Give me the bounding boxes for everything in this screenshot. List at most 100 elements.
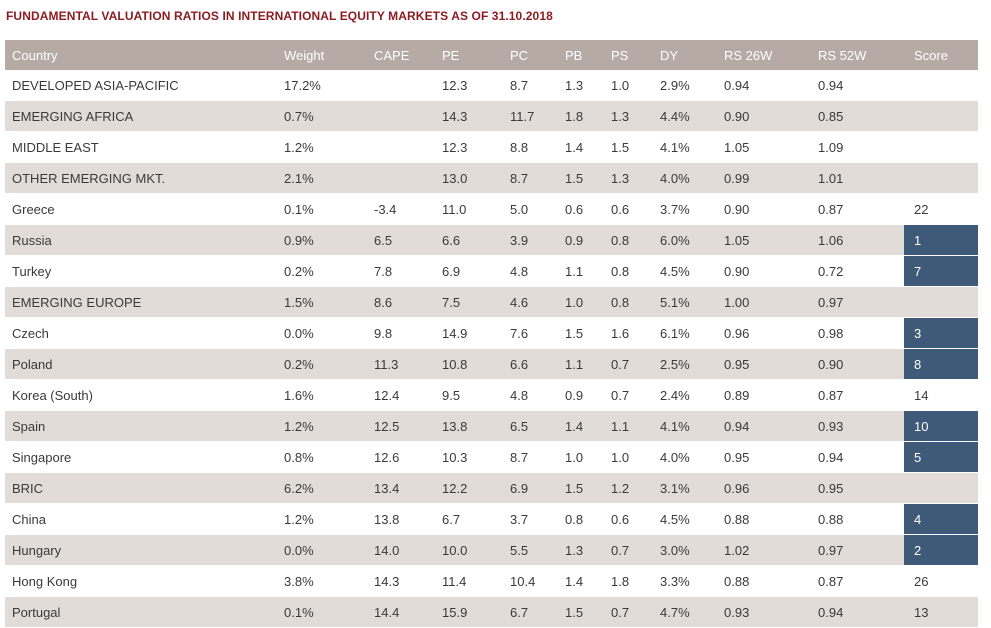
cell-dy: 3.0% bbox=[660, 534, 724, 566]
cell-cape: -3.4 bbox=[374, 193, 442, 225]
cell-pe: 6.9 bbox=[442, 255, 510, 287]
cell-dy: 4.1% bbox=[660, 410, 724, 442]
cell-pb: 0.9 bbox=[565, 224, 611, 256]
cell-pb: 1.4 bbox=[565, 410, 611, 442]
cell-ps: 0.8 bbox=[611, 255, 660, 287]
table-row: Poland 0.2% 11.3 10.8 6.6 1.1 0.7 2.5% 0.95 0.90 8 bbox=[5, 348, 978, 380]
cell-rs-26w: 1.05 bbox=[724, 224, 818, 256]
cell-country: Czech bbox=[5, 317, 284, 349]
column-header-pb: PB bbox=[565, 40, 611, 70]
cell-rs-26w: 0.99 bbox=[724, 162, 818, 194]
cell-cape: 14.3 bbox=[374, 565, 442, 597]
cell-rs-26w: 1.02 bbox=[724, 534, 818, 566]
cell-rs-26w: 0.94 bbox=[724, 410, 818, 442]
cell-dy: 4.5% bbox=[660, 503, 724, 535]
cell-ps: 1.2 bbox=[611, 472, 660, 504]
cell-cape: 13.8 bbox=[374, 503, 442, 535]
cell-country: Singapore bbox=[5, 441, 284, 473]
table-row: EMERGING AFRICA 0.7% 14.3 11.7 1.8 1.3 4.4% 0.9… bbox=[5, 100, 978, 132]
cell-country: Korea (South) bbox=[5, 379, 284, 411]
cell-weight: 0.1% bbox=[284, 193, 374, 225]
cell-rs-52w: 0.97 bbox=[818, 534, 904, 566]
cell-cape bbox=[374, 162, 442, 194]
cell-ps: 1.8 bbox=[611, 565, 660, 597]
cell-weight: 2.1% bbox=[284, 162, 374, 194]
cell-pb: 1.0 bbox=[565, 441, 611, 473]
cell-rs-52w: 0.85 bbox=[818, 100, 904, 132]
cell-score: 8 bbox=[904, 348, 978, 380]
cell-weight: 0.1% bbox=[284, 596, 374, 628]
cell-dy: 6.0% bbox=[660, 224, 724, 256]
table-row: OTHER EMERGING MKT. 2.1% 13.0 8.7 1.5 1.3 4.0%… bbox=[5, 162, 978, 194]
cell-weight: 0.8% bbox=[284, 441, 374, 473]
cell-score bbox=[904, 100, 978, 132]
cell-pb: 1.4 bbox=[565, 131, 611, 163]
cell-pb: 1.5 bbox=[565, 317, 611, 349]
table-row: Hungary 0.0% 14.0 10.0 5.5 1.3 0.7 3.0% 1.02 0.97… bbox=[5, 534, 978, 566]
cell-dy: 2.5% bbox=[660, 348, 724, 380]
cell-cape bbox=[374, 131, 442, 163]
cell-cape bbox=[374, 100, 442, 132]
cell-weight: 1.2% bbox=[284, 131, 374, 163]
cell-country: DEVELOPED ASIA-PACIFIC bbox=[5, 70, 284, 101]
cell-pe: 6.6 bbox=[442, 224, 510, 256]
cell-cape: 9.8 bbox=[374, 317, 442, 349]
cell-cape: 12.4 bbox=[374, 379, 442, 411]
column-header-pc: PC bbox=[510, 40, 565, 70]
cell-country: Greece bbox=[5, 193, 284, 225]
cell-country: OTHER EMERGING MKT. bbox=[5, 162, 284, 194]
cell-score bbox=[904, 162, 978, 194]
cell-pb: 1.1 bbox=[565, 348, 611, 380]
cell-dy: 4.5% bbox=[660, 255, 724, 287]
cell-ps: 1.3 bbox=[611, 162, 660, 194]
cell-rs-52w: 0.87 bbox=[818, 379, 904, 411]
cell-pc: 8.7 bbox=[510, 162, 565, 194]
cell-pc: 4.6 bbox=[510, 286, 565, 318]
cell-ps: 0.7 bbox=[611, 596, 660, 628]
cell-country: MIDDLE EAST bbox=[5, 131, 284, 163]
cell-ps: 1.5 bbox=[611, 131, 660, 163]
cell-weight: 1.2% bbox=[284, 503, 374, 535]
cell-ps: 1.1 bbox=[611, 410, 660, 442]
cell-weight: 3.8% bbox=[284, 565, 374, 597]
cell-pe: 10.3 bbox=[442, 441, 510, 473]
table-row: China 1.2% 13.8 6.7 3.7 0.8 0.6 4.5% 0.88 0.88 4 bbox=[5, 503, 978, 535]
cell-pc: 8.7 bbox=[510, 70, 565, 101]
column-header-country: Country bbox=[5, 40, 284, 70]
column-header-cape: CAPE bbox=[374, 40, 442, 70]
cell-pe: 12.3 bbox=[442, 131, 510, 163]
cell-cape: 11.3 bbox=[374, 348, 442, 380]
cell-pe: 13.8 bbox=[442, 410, 510, 442]
cell-country: Poland bbox=[5, 348, 284, 380]
table-row: Singapore 0.8% 12.6 10.3 8.7 1.0 1.0 4.0% 0.95 0.… bbox=[5, 441, 978, 473]
cell-score: 2 bbox=[904, 534, 978, 566]
cell-rs-26w: 0.89 bbox=[724, 379, 818, 411]
cell-pe: 11.0 bbox=[442, 193, 510, 225]
cell-pb: 1.8 bbox=[565, 100, 611, 132]
cell-rs-26w: 0.95 bbox=[724, 441, 818, 473]
cell-dy: 4.0% bbox=[660, 441, 724, 473]
cell-pc: 8.7 bbox=[510, 441, 565, 473]
column-header-dy: DY bbox=[660, 40, 724, 70]
cell-rs-52w: 0.90 bbox=[818, 348, 904, 380]
cell-country: Russia bbox=[5, 224, 284, 256]
cell-weight: 1.5% bbox=[284, 286, 374, 318]
cell-rs-26w: 0.96 bbox=[724, 472, 818, 504]
cell-score: 7 bbox=[904, 255, 978, 287]
cell-dy: 4.7% bbox=[660, 596, 724, 628]
cell-pe: 12.2 bbox=[442, 472, 510, 504]
cell-pe: 10.8 bbox=[442, 348, 510, 380]
cell-pc: 6.5 bbox=[510, 410, 565, 442]
cell-pe: 9.5 bbox=[442, 379, 510, 411]
cell-score: 3 bbox=[904, 317, 978, 349]
column-header-score: Score bbox=[904, 40, 978, 70]
cell-ps: 1.6 bbox=[611, 317, 660, 349]
cell-cape: 12.6 bbox=[374, 441, 442, 473]
cell-score: 13 bbox=[904, 596, 978, 628]
cell-pc: 7.6 bbox=[510, 317, 565, 349]
table-row: BRIC 6.2% 13.4 12.2 6.9 1.5 1.2 3.1% 0.96 0.95 bbox=[5, 472, 978, 504]
cell-ps: 1.0 bbox=[611, 70, 660, 101]
cell-pb: 0.6 bbox=[565, 193, 611, 225]
cell-pe: 14.3 bbox=[442, 100, 510, 132]
cell-pe: 14.9 bbox=[442, 317, 510, 349]
